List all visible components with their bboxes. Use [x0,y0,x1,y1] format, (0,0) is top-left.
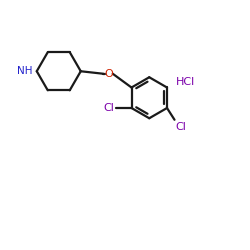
Text: HCl: HCl [176,78,195,88]
Text: Cl: Cl [176,122,187,132]
Text: NH: NH [17,66,32,76]
Text: O: O [104,69,113,79]
Text: Cl: Cl [103,103,114,113]
